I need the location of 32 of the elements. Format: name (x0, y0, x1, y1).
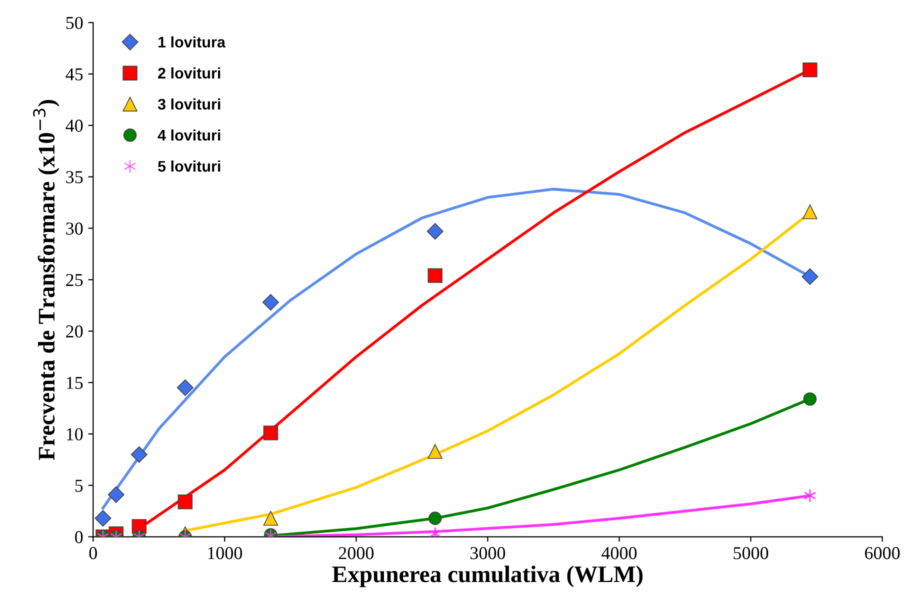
legend-label: 4 lovituri (158, 129, 220, 141)
x-tick-label: 3000 (470, 547, 506, 560)
point (426, 223, 444, 240)
y-axis-title: Frecventa de Transformare (x10$^{−3}$) (33, 100, 60, 460)
y-tick-label: 15 (66, 376, 83, 389)
y-tick-label: 35 (66, 171, 83, 184)
y-tick-label: 45 (66, 68, 83, 80)
point (176, 379, 194, 396)
point (802, 268, 818, 285)
y-tick-label: 50 (66, 16, 83, 30)
y-tick-label: 25 (66, 274, 83, 286)
legend-label: 1 lovitura (158, 36, 226, 48)
x-tick-label: 6000 (865, 547, 900, 560)
point (802, 204, 818, 220)
point (428, 268, 442, 283)
x-tick-label: 5000 (734, 547, 768, 560)
legend-label: 2 lovituri (158, 67, 220, 79)
y-tick-label: 40 (66, 120, 83, 132)
y-tick-label: 5 (75, 480, 83, 492)
x-axis-title: Expunerea cumulativa (WLM) (332, 566, 643, 588)
y-tick-label: 30 (66, 222, 83, 235)
legend-label: 3 lovituri (158, 98, 220, 110)
y-tick-label: 20 (66, 325, 83, 338)
x-tick-label: 4000 (602, 547, 637, 560)
y-tick-label: 10 (66, 428, 83, 440)
x-tick-label: 1000 (208, 547, 242, 560)
x-tick-label: 0 (89, 547, 97, 560)
point (262, 294, 279, 311)
legend-label: 5 lovituri (158, 160, 220, 172)
point (803, 392, 817, 406)
x-tick-label: 2000 (338, 547, 374, 560)
y-tick-label: 0 (75, 531, 83, 544)
